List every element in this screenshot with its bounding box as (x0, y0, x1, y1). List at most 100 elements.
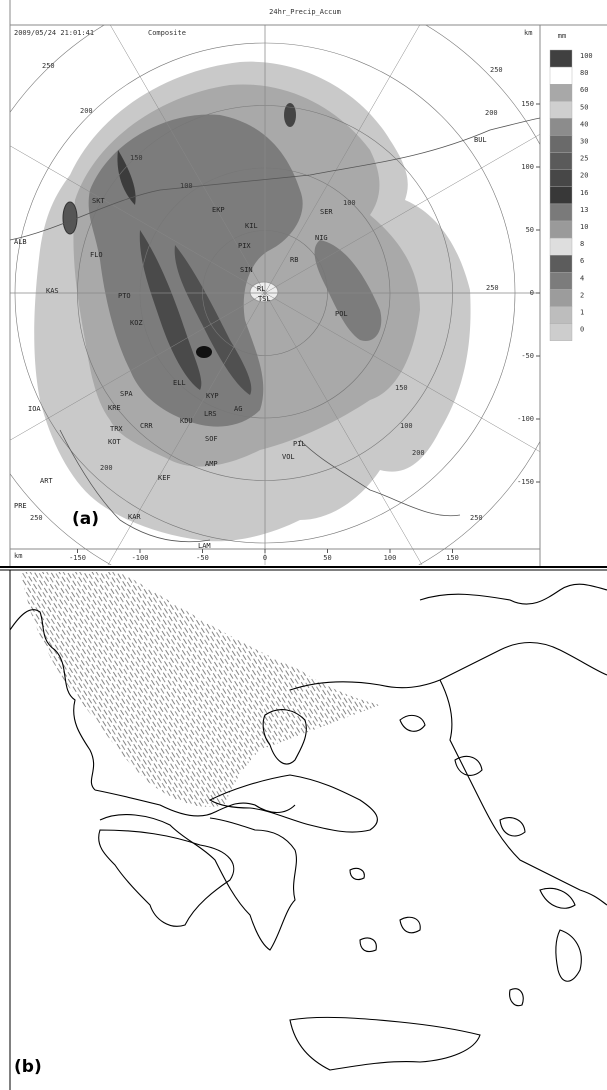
station-label: POL (335, 310, 348, 318)
x-tick-label: 0 (263, 554, 267, 562)
station-label: SPA (120, 390, 133, 398)
legend-swatch (550, 187, 572, 204)
y-tick-label: -50 (521, 352, 534, 360)
legend-swatch (550, 204, 572, 221)
range-label: 100 (180, 182, 193, 190)
station-label: KEF (158, 474, 171, 482)
station-label: ALB (14, 238, 27, 246)
legend-swatch (550, 153, 572, 170)
station-label: BUL (474, 136, 487, 144)
station-label: KIL (245, 222, 258, 230)
x-tick-label: -50 (196, 554, 209, 562)
range-label: 200 (100, 464, 113, 472)
station-label: SOF (205, 435, 218, 443)
legend-label: 16 (580, 189, 588, 197)
station-label: KAS (46, 287, 59, 295)
station-label: KDU (180, 417, 193, 425)
legend-label: 6 (580, 257, 584, 265)
legend-label: 25 (580, 155, 588, 163)
island (350, 868, 364, 879)
station-label: VOL (282, 453, 295, 461)
figure: 24hr_Precip_Accum 2009/05/24 21:01:41 Co… (0, 0, 607, 1090)
station-label: TRX (110, 425, 123, 433)
station-label: LAM (198, 542, 211, 550)
station-label: PTO (118, 292, 131, 300)
coastline (440, 680, 607, 905)
island (400, 715, 425, 731)
legend-label: 0 (580, 326, 584, 334)
legend-label: 4 (580, 274, 584, 282)
range-label: 200 (412, 449, 425, 457)
y-tick-label: -100 (517, 415, 534, 423)
x-axis-unit: km (14, 552, 22, 560)
legend-swatch (550, 67, 572, 84)
legend-swatch (550, 221, 572, 238)
panel-label: (a) (72, 509, 99, 529)
legend-label: 30 (580, 138, 588, 146)
island (500, 818, 525, 836)
station-label: EKP (212, 206, 225, 214)
precip-cell (63, 202, 77, 234)
x-tick-label: -100 (132, 554, 149, 562)
y-tick-label: -150 (517, 478, 534, 486)
legend-label: 8 (580, 240, 584, 248)
station-label: CRR (140, 422, 153, 430)
range-label: 150 (130, 154, 143, 162)
x-tick-label: 50 (323, 554, 331, 562)
legend-swatch (550, 136, 572, 153)
station-label: KYP (206, 392, 219, 400)
hatched-precip (20, 572, 380, 807)
station-label: RL (257, 285, 265, 293)
legend-swatch (550, 324, 572, 341)
station-label: TSL (258, 295, 271, 303)
y-tick-label: 0 (530, 289, 534, 297)
x-tick-label: 100 (384, 554, 397, 562)
range-label: 250 (42, 62, 55, 70)
legend-swatch (550, 101, 572, 118)
panel-a-title: 24hr_Precip_Accum (269, 8, 341, 16)
station-label: SER (320, 208, 333, 216)
station-label: RB (290, 256, 298, 264)
station-label: AMP (205, 460, 218, 468)
station-label: NIG (315, 234, 328, 242)
station-label: IOA (28, 405, 41, 413)
legend-swatch (550, 238, 572, 255)
range-label: 150 (395, 384, 408, 392)
legend-label: 60 (580, 86, 588, 94)
range-label: 250 (470, 514, 483, 522)
panel-b: (b) (0, 567, 607, 1090)
legend-label: 2 (580, 291, 584, 299)
station-label: LRS (204, 410, 217, 418)
panel-label: (b) (14, 1057, 42, 1077)
station-label: PIL (293, 440, 306, 448)
legend-swatch (550, 84, 572, 101)
legend-label: 40 (580, 120, 588, 128)
legend-swatch (550, 255, 572, 272)
coastline (100, 815, 296, 950)
island (360, 938, 376, 951)
legend-label: 1 (580, 309, 584, 317)
range-label: 100 (343, 199, 356, 207)
island (510, 989, 524, 1006)
legend-label: 20 (580, 172, 588, 180)
peloponnese (99, 830, 234, 926)
station-label: SKT (92, 197, 105, 205)
island (556, 930, 581, 981)
range-label: 250 (490, 66, 503, 74)
station-label: PRE (14, 502, 27, 510)
legend-swatch (550, 272, 572, 289)
station-label: KRE (108, 404, 121, 412)
legend-swatch (550, 50, 572, 67)
station-label: SIN (240, 266, 253, 274)
y-tick-label: 100 (521, 163, 534, 171)
km-label: km (524, 29, 532, 37)
legend-label: 50 (580, 103, 588, 111)
range-label: 200 (485, 109, 498, 117)
mode: Composite (148, 29, 186, 37)
station-label: KOZ (130, 319, 143, 327)
range-label: 250 (30, 514, 43, 522)
island (400, 917, 420, 933)
legend-label: 10 (580, 223, 588, 231)
range-label: 100 (400, 422, 413, 430)
legend-label: 13 (580, 206, 588, 214)
